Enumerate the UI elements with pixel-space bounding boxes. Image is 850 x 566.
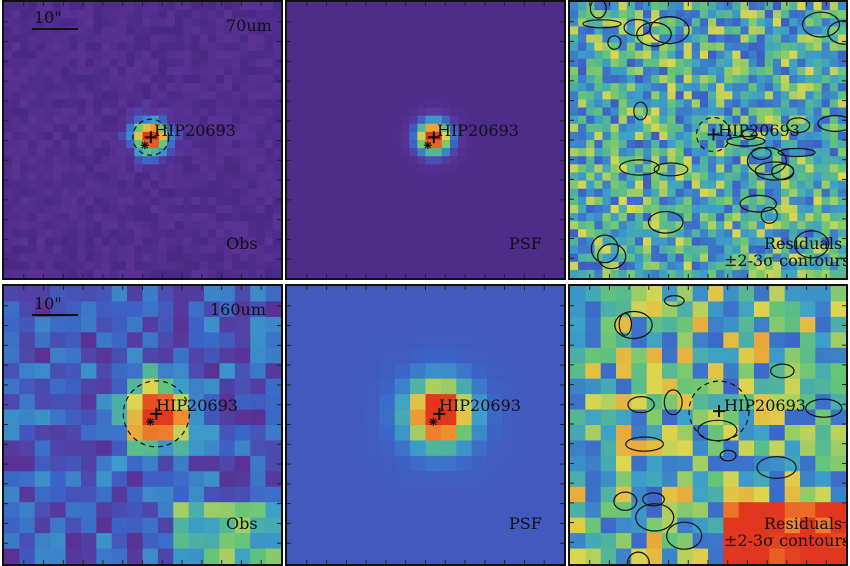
scale-bar xyxy=(32,28,78,30)
axis-ticks xyxy=(4,286,281,564)
residual-contours xyxy=(582,2,846,270)
residuals-label: Residuals xyxy=(764,514,843,533)
source-marker xyxy=(144,131,157,144)
axis-ticks xyxy=(287,286,564,564)
source-marker xyxy=(150,407,163,420)
aperture-circle xyxy=(122,380,190,448)
pixel-grid xyxy=(287,2,564,278)
image-160um-obs xyxy=(4,286,281,564)
image-160um-residuals xyxy=(570,286,846,564)
image-70um-psf xyxy=(287,2,564,278)
star-marker xyxy=(429,417,438,426)
source-marker xyxy=(427,131,440,144)
source-marker xyxy=(433,407,446,420)
axis-ticks xyxy=(287,2,564,278)
axis-ticks xyxy=(4,2,281,278)
panel-160um-obs: 10" 160um Obs HIP20693 xyxy=(2,284,283,566)
scale-bar xyxy=(32,314,78,316)
panel-70um-residuals: HIP20693 Residuals ±2-3σ contours xyxy=(568,0,848,280)
pixel-grid xyxy=(287,286,564,564)
source-marker xyxy=(713,405,726,418)
panel-70um-obs: 10" 70um Obs HIP20693 xyxy=(2,0,283,280)
contours-label: ±2-3σ contours xyxy=(724,531,848,550)
source-marker xyxy=(707,128,720,141)
panel-160um-residuals: HIP20693 Residuals ±2-3σ contours xyxy=(568,284,848,566)
image-70um-obs xyxy=(4,2,281,278)
aperture-circle xyxy=(695,116,732,153)
source-label: HIP20693 xyxy=(439,396,521,415)
image-70um-residuals xyxy=(570,2,846,278)
band-label: 160um xyxy=(210,300,267,319)
axis-ticks xyxy=(570,2,846,278)
panel-label-obs: Obs xyxy=(226,234,258,253)
star-marker xyxy=(423,141,432,150)
source-label: HIP20693 xyxy=(154,121,236,140)
band-label: 70um xyxy=(226,16,272,35)
pixel-grid xyxy=(4,2,281,278)
star-marker xyxy=(146,417,155,426)
panel-label-psf: PSF xyxy=(509,234,542,253)
pixel-grid xyxy=(570,2,846,278)
star-marker xyxy=(140,141,149,150)
residuals-label: Residuals xyxy=(764,234,843,253)
source-label: HIP20693 xyxy=(437,121,519,140)
axis-ticks xyxy=(570,286,846,564)
source-label: HIP20693 xyxy=(718,121,800,140)
panel-label-psf: PSF xyxy=(509,514,542,533)
image-160um-psf xyxy=(287,286,564,564)
residual-contours xyxy=(613,295,843,564)
aperture-circle xyxy=(132,118,170,156)
pixel-grid xyxy=(570,286,846,564)
contours-label: ±2-3σ contours xyxy=(724,251,848,270)
panel-160um-psf: PSF HIP20693 xyxy=(285,284,566,566)
source-label: HIP20693 xyxy=(724,396,806,415)
pixel-grid xyxy=(4,286,281,564)
panel-label-obs: Obs xyxy=(226,514,258,533)
scale-bar-label: 10" xyxy=(34,8,62,27)
panel-70um-psf: PSF HIP20693 xyxy=(285,0,566,280)
source-label: HIP20693 xyxy=(156,396,238,415)
scale-bar-label: 10" xyxy=(34,294,62,313)
